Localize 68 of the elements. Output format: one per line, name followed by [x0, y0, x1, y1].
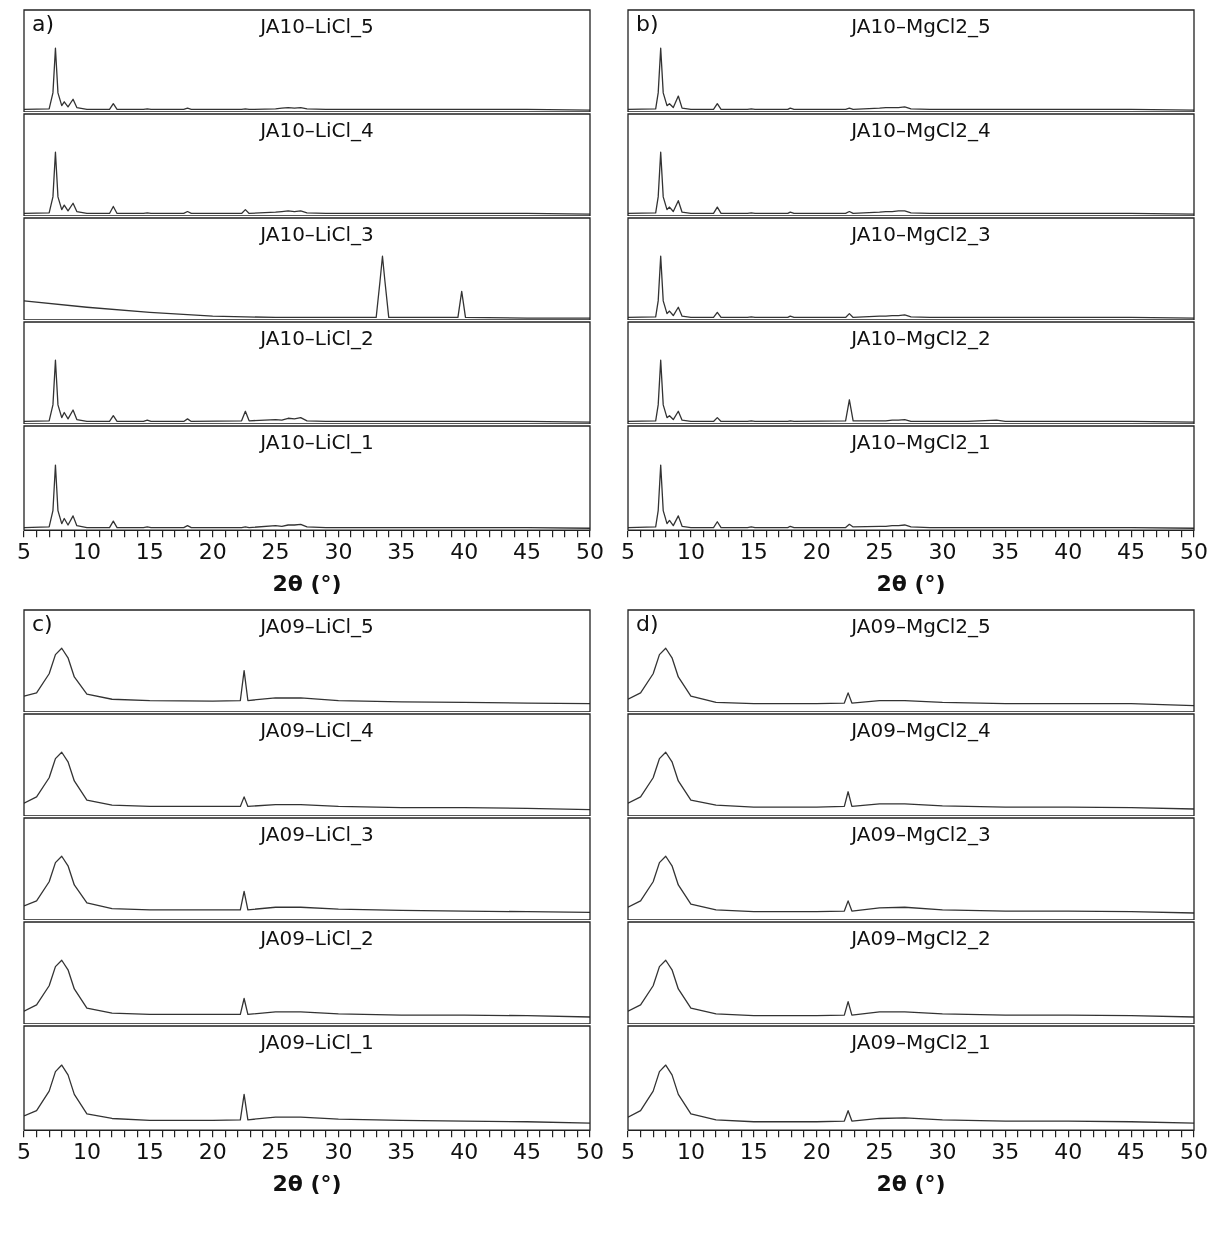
- chart-title: JA09–LiCl_1: [258, 1030, 374, 1055]
- chart-title: JA10–LiCl_4: [258, 118, 374, 143]
- chart-title: JA09–MgCl2_4: [849, 718, 991, 743]
- x-axis-title: 2θ (°): [876, 1170, 946, 1196]
- x-tick-label: 30: [928, 1139, 957, 1165]
- x-tick-label: 5: [621, 539, 635, 565]
- x-tick-label: 45: [513, 1139, 542, 1165]
- chart-title: JA10–MgCl2_5: [849, 14, 991, 39]
- x-tick-label: 5: [17, 539, 31, 565]
- chart-title: JA09–MgCl2_3: [849, 822, 991, 847]
- x-tick-label: 45: [1117, 539, 1146, 565]
- x-tick-label: 30: [928, 539, 957, 565]
- x-tick-label: 15: [739, 1139, 768, 1165]
- x-tick-label: 10: [676, 1139, 705, 1165]
- chart-title: JA09–LiCl_5: [258, 614, 374, 639]
- x-tick-label: 30: [324, 539, 353, 565]
- x-tick-label: 50: [576, 1139, 604, 1165]
- chart-title: JA10–MgCl2_2: [849, 326, 991, 351]
- x-tick-label: 45: [513, 539, 542, 565]
- x-tick-label: 40: [450, 539, 479, 565]
- x-tick-label: 50: [1180, 539, 1208, 565]
- x-tick-label: 10: [72, 539, 101, 565]
- x-tick-label: 15: [135, 539, 164, 565]
- x-tick-label: 50: [1180, 1139, 1208, 1165]
- x-tick-label: 35: [387, 1139, 416, 1165]
- x-tick-label: 35: [991, 539, 1020, 565]
- x-tick-label: 15: [739, 539, 768, 565]
- x-axis-title: 2θ (°): [876, 570, 946, 596]
- chart-title: JA10–MgCl2_4: [849, 118, 991, 143]
- text: b): [636, 10, 659, 36]
- chart-title: JA09–LiCl_2: [258, 926, 374, 951]
- chart-title: JA10–MgCl2_3: [849, 222, 991, 247]
- x-axis-title: 2θ (°): [272, 570, 342, 596]
- x-tick-label: 10: [676, 539, 705, 565]
- x-tick-label: 35: [387, 539, 416, 565]
- chart-title: JA09–MgCl2_5: [849, 614, 991, 639]
- x-tick-label: 15: [135, 1139, 164, 1165]
- text: d): [636, 610, 659, 636]
- x-tick-label: 5: [17, 1139, 31, 1165]
- x-tick-label: 25: [261, 1139, 290, 1165]
- chart-title: JA10–LiCl_3: [258, 222, 374, 247]
- text: c): [32, 610, 53, 636]
- x-tick-label: 35: [991, 1139, 1020, 1165]
- chart-title: JA10–LiCl_1: [258, 430, 374, 455]
- x-tick-label: 40: [1054, 1139, 1083, 1165]
- chart-title: JA10–MgCl2_1: [849, 430, 991, 455]
- x-tick-label: 40: [450, 1139, 479, 1165]
- x-tick-label: 25: [865, 1139, 894, 1165]
- x-tick-label: 20: [198, 539, 227, 565]
- x-tick-label: 50: [576, 539, 604, 565]
- chart-title: JA10–LiCl_5: [258, 14, 374, 39]
- x-tick-label: 25: [261, 539, 290, 565]
- x-tick-label: 20: [198, 1139, 227, 1165]
- x-tick-label: 5: [621, 1139, 635, 1165]
- x-tick-label: 30: [324, 1139, 353, 1165]
- x-axis-title: 2θ (°): [272, 1170, 342, 1196]
- x-tick-label: 45: [1117, 1139, 1146, 1165]
- chart-title: JA09–MgCl2_1: [849, 1030, 991, 1055]
- chart-title: JA09–MgCl2_2: [849, 926, 991, 951]
- x-tick-label: 20: [802, 539, 831, 565]
- x-tick-label: 10: [72, 1139, 101, 1165]
- text: a): [32, 10, 55, 36]
- chart-title: JA09–LiCl_3: [258, 822, 374, 847]
- x-tick-label: 20: [802, 1139, 831, 1165]
- x-tick-label: 40: [1054, 539, 1083, 565]
- chart-title: JA10–LiCl_2: [258, 326, 374, 351]
- chart-title: JA09–LiCl_4: [258, 718, 374, 743]
- x-tick-label: 25: [865, 539, 894, 565]
